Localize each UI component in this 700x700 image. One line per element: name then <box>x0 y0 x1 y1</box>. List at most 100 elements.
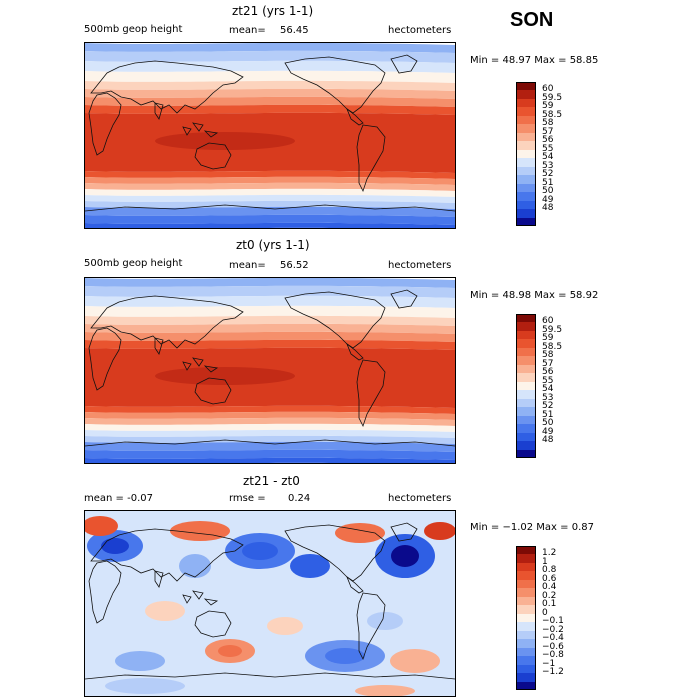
colorbar-swatch <box>516 90 536 100</box>
colorbar-tick-label: 52 <box>542 401 554 412</box>
colorbar-swatch <box>516 200 536 210</box>
colorbar-swatch <box>516 322 536 332</box>
anomaly-blob <box>170 521 230 541</box>
colorbar-swatch <box>516 381 536 391</box>
coastline <box>85 439 455 447</box>
colorbar-tick-label: 53 <box>542 160 554 171</box>
colorbar-tick-label: 58.5 <box>542 109 563 120</box>
anomaly-blob <box>85 516 118 536</box>
colorbar-swatch <box>516 314 536 323</box>
panel1-bands <box>85 43 455 228</box>
colorbar-swatch <box>516 579 536 589</box>
colorbar-swatch <box>516 613 536 623</box>
coastline <box>182 361 192 371</box>
panel1-colorbar: 60 59.5 59 58.5 58 57 56 55 54 53 52 51 50 49 48 <box>516 82 562 227</box>
coastline <box>346 107 364 126</box>
coastline <box>356 124 386 193</box>
contour-band <box>85 222 455 228</box>
anomaly-blob <box>267 617 303 635</box>
contour-band <box>85 429 455 438</box>
colorbar-frame <box>516 546 536 690</box>
colorbar-swatch <box>516 398 536 408</box>
panel3-rmse-value: 0.24 <box>288 493 311 504</box>
panel2-map-svg <box>85 278 455 463</box>
colorbar-tick-label: 59.5 <box>542 324 563 335</box>
panel3-title: zt21 - zt0 <box>243 474 300 488</box>
colorbar-tick-label: 52 <box>542 169 554 180</box>
coastline <box>346 342 364 361</box>
season-label: SON <box>510 9 554 31</box>
colorbar-swatch <box>516 192 536 202</box>
contour-band <box>85 423 455 432</box>
coastline <box>154 337 164 355</box>
panel1-title: zt21 (yrs 1-1) <box>232 4 314 18</box>
anomaly-blob <box>101 538 129 554</box>
colorbar-tick-label: 54 <box>542 152 554 163</box>
colorbar-swatch <box>516 596 536 606</box>
colorbar-swatch <box>516 209 536 219</box>
colorbar-tick-label: −1 <box>542 658 556 669</box>
contour-band <box>85 323 455 334</box>
panel1-mean-label: mean= <box>229 25 266 36</box>
colorbar-tick-label: 54 <box>542 384 554 395</box>
panel1-map-svg <box>85 43 455 228</box>
colorbar-swatch <box>516 158 536 168</box>
anomaly-blob <box>325 648 365 664</box>
colorbar-swatch <box>516 588 536 598</box>
panel3-rmse-label: rmse = <box>229 493 266 504</box>
contour-band <box>85 206 455 217</box>
colorbar-swatch <box>516 82 536 91</box>
colorbar-tick-label: 49 <box>542 426 554 437</box>
colorbar-tick-label: 60 <box>542 316 554 327</box>
colorbar-frame <box>516 314 536 458</box>
contour-band <box>85 214 455 225</box>
panel2-title: zt0 (yrs 1-1) <box>236 238 310 252</box>
coastline <box>203 598 219 606</box>
colorbar-tick-label: 0.4 <box>542 582 557 593</box>
panel3-colorbar: 1.2 1 0.8 0.6 0.4 0.2 0.1 0 −0.1 −0.2 −0.4 −0.6 −0.8… <box>516 546 564 691</box>
panel1-minmax: Min = 48.97 Max = 58.85 <box>470 55 599 66</box>
colorbar-swatch <box>516 407 536 417</box>
anomaly-blob <box>105 678 185 694</box>
panel2-units: hectometers <box>388 260 452 271</box>
panel2-mean-label: mean= <box>229 260 266 271</box>
coastline <box>90 528 244 582</box>
colorbar-swatch <box>516 546 536 555</box>
anomaly-blob <box>355 685 415 696</box>
colorbar-tick-label: 58 <box>542 350 554 361</box>
colorbar-swatch <box>516 183 536 193</box>
contour-band <box>85 315 455 326</box>
coastline <box>182 126 192 136</box>
anomaly-blob <box>424 522 455 540</box>
colorbar-tick-label: 58 <box>542 118 554 129</box>
coastline <box>346 575 364 594</box>
anomaly-blob <box>115 651 165 671</box>
colorbar-swatch <box>516 107 536 117</box>
panel3-minmax: Min = −1.02 Max = 0.87 <box>470 522 594 533</box>
colorbar-tick-label: −0.2 <box>542 624 564 635</box>
colorbar-swatch <box>516 132 536 142</box>
colorbar-swatch <box>516 571 536 581</box>
colorbar-swatch <box>516 554 536 564</box>
coastline <box>88 92 122 156</box>
panel1-units: hectometers <box>388 25 452 36</box>
colorbar-tick-label: 60 <box>542 84 554 95</box>
contour-band <box>85 411 455 420</box>
panel2-map <box>84 277 456 464</box>
colorbar-tick-label: 51 <box>542 177 554 188</box>
contour-band <box>85 182 455 191</box>
colorbar-swatch <box>516 149 536 159</box>
colorbar-swatch <box>516 622 536 632</box>
coastline <box>154 570 164 588</box>
coastline <box>154 102 164 120</box>
panel2-coastlines <box>85 289 455 447</box>
colorbar-swatch <box>516 639 536 649</box>
coastline <box>194 610 232 638</box>
colorbar-swatch <box>516 664 536 674</box>
colorbar-swatch <box>516 647 536 657</box>
coastline <box>85 204 455 212</box>
colorbar-swatch <box>516 356 536 366</box>
anomaly-blob <box>335 523 385 543</box>
contour-band <box>85 80 455 91</box>
anomaly-blob <box>218 645 242 657</box>
